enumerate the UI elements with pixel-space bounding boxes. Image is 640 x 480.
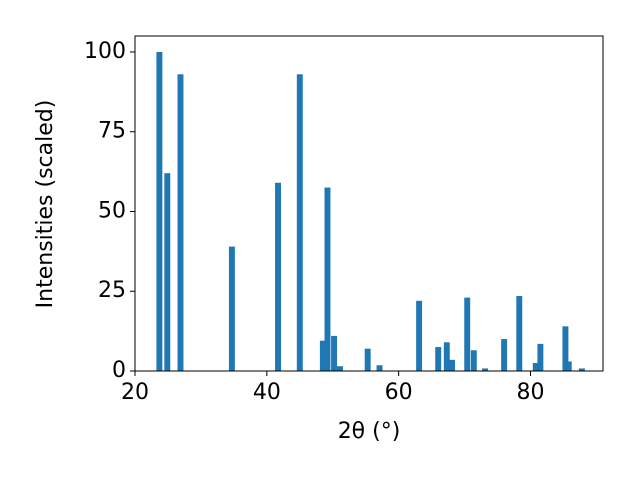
- bar: [516, 296, 523, 371]
- y-axis-label: Intensities (scaled): [33, 100, 58, 309]
- plot-frame: [134, 35, 604, 372]
- bar: [565, 361, 572, 371]
- bar: [156, 51, 163, 371]
- y-tick-label: 75: [98, 119, 126, 144]
- bar: [275, 182, 282, 371]
- x-tick-label: 40: [253, 380, 281, 405]
- bar: [501, 339, 508, 371]
- bar: [364, 348, 371, 371]
- bar: [331, 335, 338, 371]
- bar: [532, 363, 539, 371]
- bar: [482, 368, 488, 371]
- y-tick-label: 50: [98, 198, 126, 223]
- bar: [449, 359, 456, 371]
- bar: [464, 297, 471, 371]
- y-tick-label: 25: [98, 278, 126, 303]
- bar: [164, 173, 171, 371]
- bar: [319, 340, 326, 371]
- bar: [177, 74, 184, 372]
- bar: [296, 74, 303, 372]
- bar: [376, 365, 383, 371]
- bar: [562, 326, 569, 371]
- bar: [337, 366, 343, 371]
- bar: [537, 343, 544, 371]
- bar: [578, 368, 585, 371]
- bar: [443, 342, 450, 371]
- bar: [470, 350, 477, 371]
- x-tick-label: 80: [516, 380, 544, 405]
- y-tick-label: 100: [84, 39, 126, 64]
- bar: [324, 187, 331, 371]
- bar: [435, 347, 442, 371]
- bar: [416, 300, 423, 371]
- x-tick-label: 60: [385, 380, 413, 405]
- x-tick-label: 20: [121, 380, 149, 405]
- bar: [228, 246, 235, 371]
- y-tick-label: 0: [112, 358, 126, 383]
- x-axis-label: 2θ (°): [338, 419, 401, 444]
